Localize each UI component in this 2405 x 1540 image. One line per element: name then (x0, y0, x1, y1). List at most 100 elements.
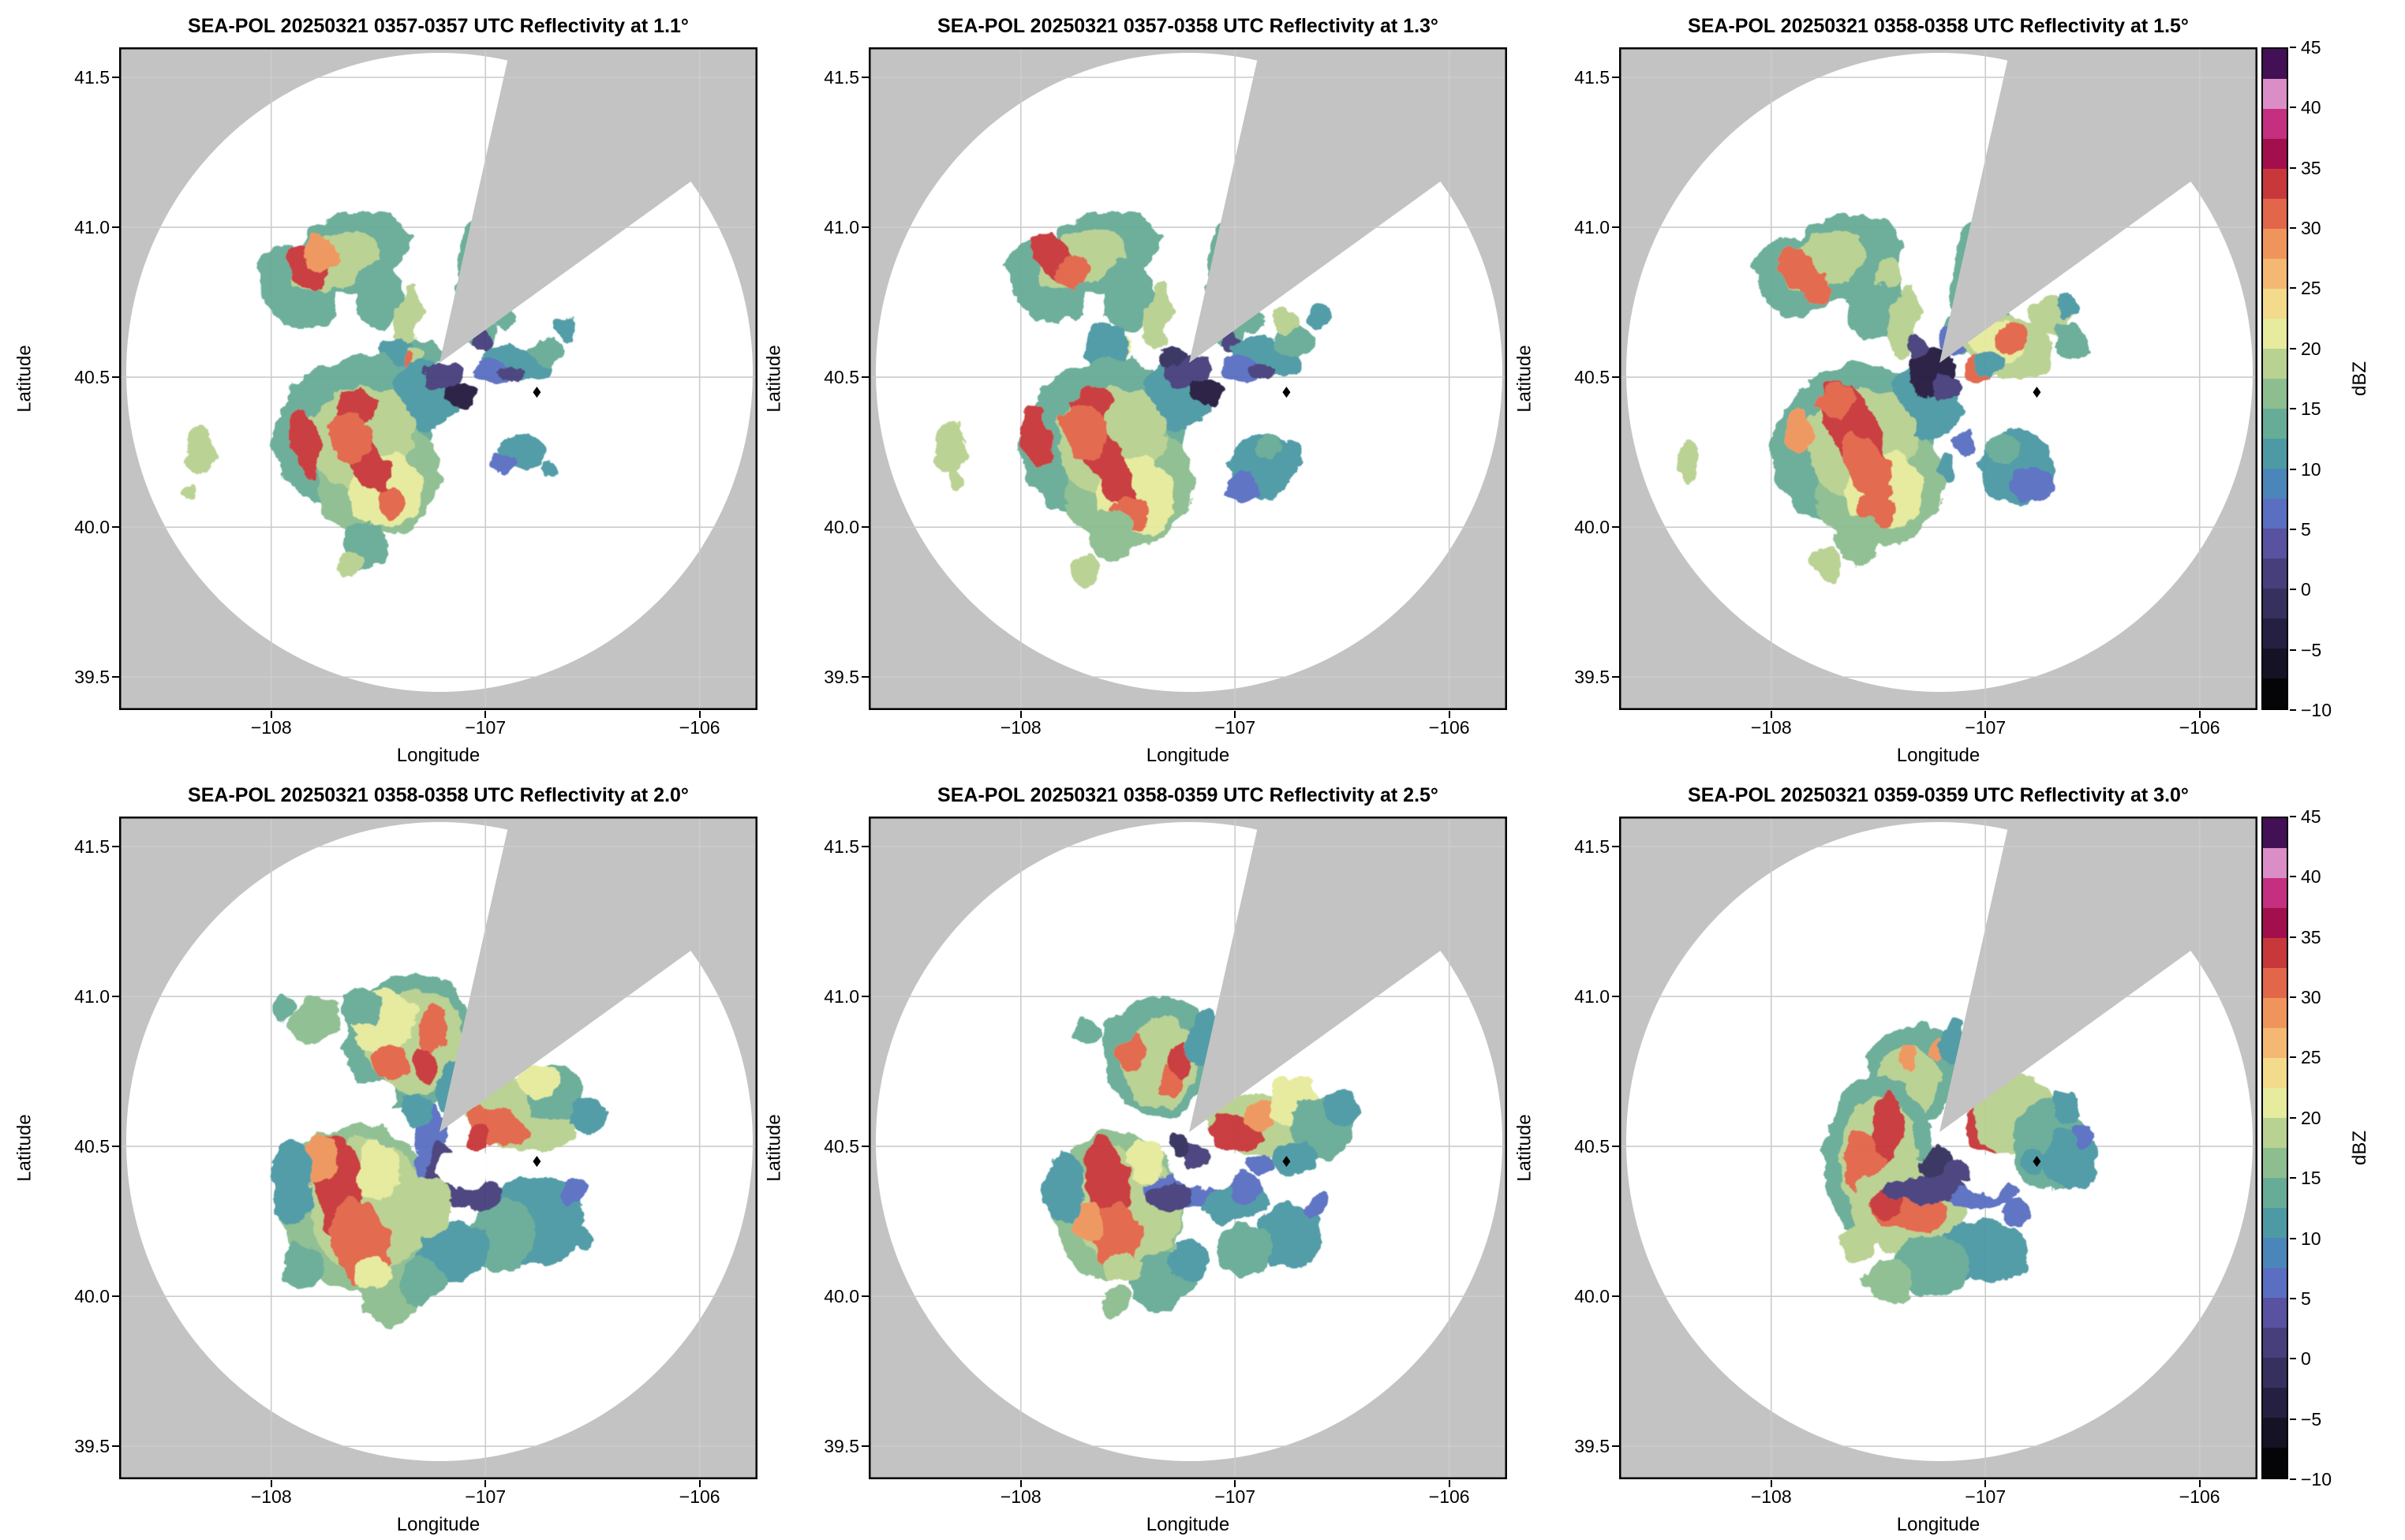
x-tick-mark (1984, 711, 1987, 718)
colorbar-tick-mark (2290, 166, 2296, 169)
colorbar-tick-mark (2290, 996, 2296, 999)
y-tick-label: 40.0 (74, 517, 110, 538)
y-tick-mark (112, 226, 119, 229)
y-axis-label-text: Latitude (764, 345, 785, 413)
y-tick-label: 41.5 (74, 836, 110, 857)
colorbar-tick-label: 0 (2301, 579, 2311, 600)
y-tick-mark (112, 376, 119, 379)
colorbar-tick-label: 15 (2301, 398, 2321, 420)
colorbar-tick-label: 30 (2301, 218, 2321, 239)
colorbar-tick-mark (2290, 936, 2296, 938)
x-tick-label: −107 (1965, 717, 2007, 738)
x-axis-label: Longitude (1146, 745, 1230, 766)
colorbar-tick-mark (2290, 1177, 2296, 1179)
x-tick-mark (2198, 1480, 2201, 1487)
x-tick-label: −107 (465, 1486, 507, 1507)
y-tick-mark (112, 77, 119, 78)
x-tick-mark (270, 1480, 272, 1487)
y-tick-label: 40.5 (824, 1136, 859, 1157)
gridlines (119, 817, 757, 1479)
x-tick-label: −107 (1214, 717, 1256, 738)
x-tick-mark (484, 1480, 487, 1487)
colorbar-tick-mark (2290, 1418, 2296, 1420)
colorbar-tick-label: 40 (2301, 866, 2321, 888)
colorbar-tick-label: 5 (2301, 518, 2311, 540)
y-tick-label: 39.5 (1574, 1436, 1610, 1457)
radar-ppi-plot (119, 47, 757, 710)
x-tick-mark (698, 1480, 701, 1487)
y-tick-mark (112, 1146, 119, 1148)
colorbar-tick-mark (2290, 1358, 2296, 1360)
x-tick-mark (484, 711, 487, 718)
colorbar-gradient (2261, 817, 2288, 1479)
y-tick-mark (862, 846, 869, 847)
panel-title: SEA-POL 20250321 0358-0358 UTC Reflectiv… (188, 784, 689, 806)
colorbar-tick-label: −5 (2301, 639, 2322, 660)
y-tick-label: 41.5 (1574, 67, 1610, 88)
site-marker-diamond (533, 1156, 541, 1168)
y-tick-mark (862, 676, 869, 678)
y-tick-label: 39.5 (824, 667, 859, 688)
y-tick-mark (1612, 526, 1619, 529)
colorbar-tick-mark (2290, 1237, 2296, 1239)
colorbar-label-text: dBZ (2349, 361, 2371, 397)
x-tick-label: −106 (1428, 717, 1470, 738)
missing-sector-wedge (439, 817, 757, 1132)
x-tick-mark (1234, 711, 1236, 718)
y-tick-label: 40.0 (1574, 517, 1610, 538)
y-tick-mark (1612, 676, 1619, 678)
y-tick-mark (1612, 226, 1619, 229)
colorbar-tick-label: 30 (2301, 987, 2321, 1008)
colorbar-tick-mark (2290, 227, 2296, 230)
y-axis-label-text: Latitude (14, 345, 36, 413)
x-tick-label: −107 (1214, 1486, 1256, 1507)
y-tick-mark (1612, 376, 1619, 379)
plot-frame (869, 817, 1507, 1479)
y-tick-mark (112, 1295, 119, 1298)
x-tick-label: −108 (250, 717, 292, 738)
reflectivity-echoes (1822, 1017, 2100, 1306)
colorbar-tick-mark (2290, 47, 2296, 48)
x-tick-label: −108 (1750, 1486, 1792, 1507)
site-marker-diamond (1282, 387, 1291, 398)
panel-title: SEA-POL 20250321 0357-0358 UTC Reflectiv… (937, 15, 1438, 37)
colorbar-tick-label: 10 (2301, 458, 2321, 480)
y-tick-mark (1612, 1295, 1619, 1298)
colorbar-tick-mark (2290, 107, 2296, 109)
reflectivity-echoes (1044, 996, 1360, 1318)
y-tick-label: 39.5 (1574, 667, 1610, 688)
y-tick-label: 39.5 (74, 667, 110, 688)
colorbar-label: dBZ (2347, 817, 2373, 1479)
colorbar-tick-label: 25 (2301, 1047, 2321, 1068)
colorbar-row-2: dBZ 45 40 35 30 25 20 15 10 5 0 −5 −10 (2261, 806, 2370, 1490)
colorbar-tick-mark (2290, 649, 2296, 651)
plot-frame (869, 47, 1507, 710)
x-tick-mark (2198, 711, 2201, 718)
panel-title: SEA-POL 20250321 0358-0358 UTC Reflectiv… (1688, 15, 2189, 37)
colorbar-tick-mark (2290, 287, 2296, 290)
colorbar-tick-label: −5 (2301, 1408, 2322, 1430)
x-axis-label: Longitude (396, 745, 481, 766)
y-tick-mark (1612, 996, 1619, 998)
x-tick-mark (1019, 711, 1022, 718)
x-tick-label: −107 (465, 717, 507, 738)
y-axis-label: Latitude (1512, 47, 1539, 710)
radar-panel-3: SEA-POL 20250321 0358-0358 UTC Reflectiv… (1514, 15, 2257, 766)
y-tick-label: 41.5 (824, 67, 859, 88)
y-tick-mark (862, 1295, 869, 1298)
radar-ppi-plot (1619, 47, 2257, 710)
y-tick-mark (112, 1445, 119, 1448)
y-axis-label-text: Latitude (14, 1114, 36, 1182)
y-tick-label: 41.0 (824, 986, 859, 1007)
y-axis-label: Latitude (1512, 817, 1539, 1479)
plot-frame (1619, 47, 2257, 710)
colorbar-tick-mark (2290, 528, 2296, 530)
panel-title: SEA-POL 20250321 0357-0357 UTC Reflectiv… (188, 15, 689, 37)
site-marker-diamond (2033, 1156, 2041, 1168)
y-tick-mark (862, 1445, 869, 1448)
radar-panel-5: SEA-POL 20250321 0358-0359 UTC Reflectiv… (764, 784, 1507, 1535)
colorbar-tick-label: 20 (2301, 1107, 2321, 1128)
y-tick-label: 40.5 (824, 367, 859, 388)
y-tick-mark (1612, 77, 1619, 78)
plot-frame (119, 47, 757, 710)
